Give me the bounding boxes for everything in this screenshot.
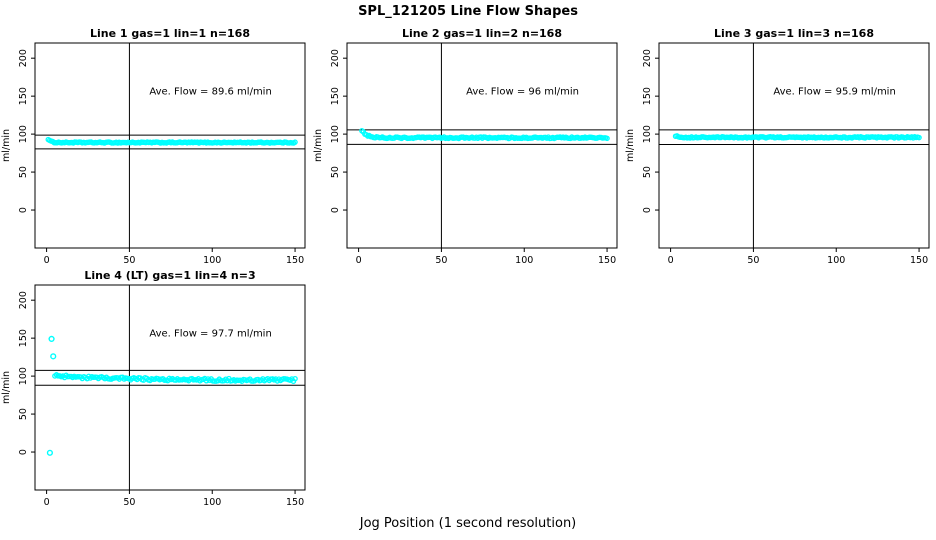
- y-tick-label: 100: [642, 125, 653, 143]
- x-tick-label: 50: [123, 255, 135, 266]
- panel-border: [34, 42, 306, 249]
- data-points: [359, 128, 610, 142]
- subplot-cell-4: Line 4 (LT) gas=1 lin=4 n=3 0 50 100 150 0 50 1…: [0, 267, 316, 517]
- data-points: [672, 133, 922, 141]
- data-point: [604, 135, 610, 142]
- x-tick-label: 50: [123, 497, 135, 508]
- ave-flow-annotation: Ave. Flow = 97.7 ml/min: [149, 329, 271, 340]
- data-points: [46, 335, 298, 456]
- subplot-2: Line 2 gas=1 lin=2 n=168 0 50 100 150 0 50 100 1…: [313, 27, 618, 266]
- y-tick-label: 0: [330, 207, 341, 213]
- y-tick-label: 100: [330, 125, 341, 143]
- outlier-point: [46, 449, 54, 456]
- y-tick-label: 200: [18, 291, 29, 309]
- x-tick-label: 150: [286, 497, 304, 508]
- y-tick-label: 0: [642, 207, 653, 213]
- x-tick-label: 100: [203, 497, 221, 508]
- x-tick-label: 100: [203, 255, 221, 266]
- subplot-cell-3: Line 3 gas=1 lin=3 n=168 0 50 100 150 0 50 100 1…: [624, 25, 936, 275]
- subplot-cell-1: Line 1 gas=1 lin=1 n=168 0 50 100 150 0 50 100 1…: [0, 25, 316, 275]
- y-tick-label: 0: [18, 449, 29, 455]
- subplot-3: Line 3 gas=1 lin=3 n=168 0 50 100 150 0 50 100 1…: [625, 27, 930, 266]
- x-tick-label: 0: [44, 255, 50, 266]
- ave-flow-annotation: Ave. Flow = 96 ml/min: [466, 87, 579, 98]
- data-point: [916, 134, 922, 141]
- y-axis-label: ml/min: [1, 371, 12, 404]
- ave-flow-annotation: Ave. Flow = 89.6 ml/min: [149, 87, 271, 98]
- outlier-point: [48, 335, 55, 343]
- y-tick-label: 50: [330, 166, 341, 178]
- x-tick-label: 0: [44, 497, 50, 508]
- y-tick-label: 50: [18, 408, 29, 420]
- y-tick-label: 150: [642, 87, 653, 105]
- x-tick-label: 0: [356, 255, 362, 266]
- y-axis-label: ml/min: [625, 129, 636, 162]
- y-tick-label: 150: [18, 87, 29, 105]
- x-tick-label: 50: [747, 255, 759, 266]
- subplot-title: Line 3 gas=1 lin=3 n=168: [714, 27, 874, 40]
- y-tick-label: 50: [642, 166, 653, 178]
- x-tick-label: 150: [910, 255, 928, 266]
- y-axis-label: ml/min: [313, 129, 324, 162]
- y-tick-label: 200: [330, 49, 341, 67]
- subplot-cell-2: Line 2 gas=1 lin=2 n=168 0 50 100 150 0 50 100 1…: [312, 25, 628, 275]
- subplot-title: Line 2 gas=1 lin=2 n=168: [402, 27, 562, 40]
- x-tick-label: 0: [668, 255, 674, 266]
- data-point: [292, 139, 298, 145]
- panel-border: [346, 42, 618, 249]
- y-tick-label: 200: [642, 49, 653, 67]
- subplot-4: Line 4 (LT) gas=1 lin=4 n=3 0 50 100 150 0 50 1…: [1, 269, 306, 508]
- y-tick-label: 50: [18, 166, 29, 178]
- data-point: [292, 375, 298, 382]
- x-tick-label: 100: [515, 255, 533, 266]
- y-tick-label: 150: [330, 87, 341, 105]
- y-tick-label: 100: [18, 125, 29, 143]
- outlier-point: [50, 353, 57, 360]
- y-tick-label: 0: [18, 207, 29, 213]
- panel-border: [34, 284, 306, 491]
- x-tick-label: 150: [286, 255, 304, 266]
- subplot-title: Line 4 (LT) gas=1 lin=4 n=3: [84, 269, 255, 282]
- x-tick-label: 150: [598, 255, 616, 266]
- main-title: SPL_121205 Line Flow Shapes: [358, 4, 578, 19]
- x-axis-label: Jog Position (1 second resolution): [359, 516, 577, 531]
- y-axis-label: ml/min: [1, 129, 12, 162]
- panel-border: [658, 42, 930, 249]
- ave-flow-annotation: Ave. Flow = 95.9 ml/min: [773, 87, 895, 98]
- x-tick-label: 50: [435, 255, 447, 266]
- x-tick-label: 100: [827, 255, 845, 266]
- data-points: [45, 136, 298, 146]
- subplot-title: Line 1 gas=1 lin=1 n=168: [90, 27, 250, 40]
- y-tick-label: 150: [18, 329, 29, 347]
- y-tick-label: 100: [18, 367, 29, 385]
- subplot-1: Line 1 gas=1 lin=1 n=168 0 50 100 150 0 50 100 1…: [1, 27, 306, 266]
- y-tick-label: 200: [18, 49, 29, 67]
